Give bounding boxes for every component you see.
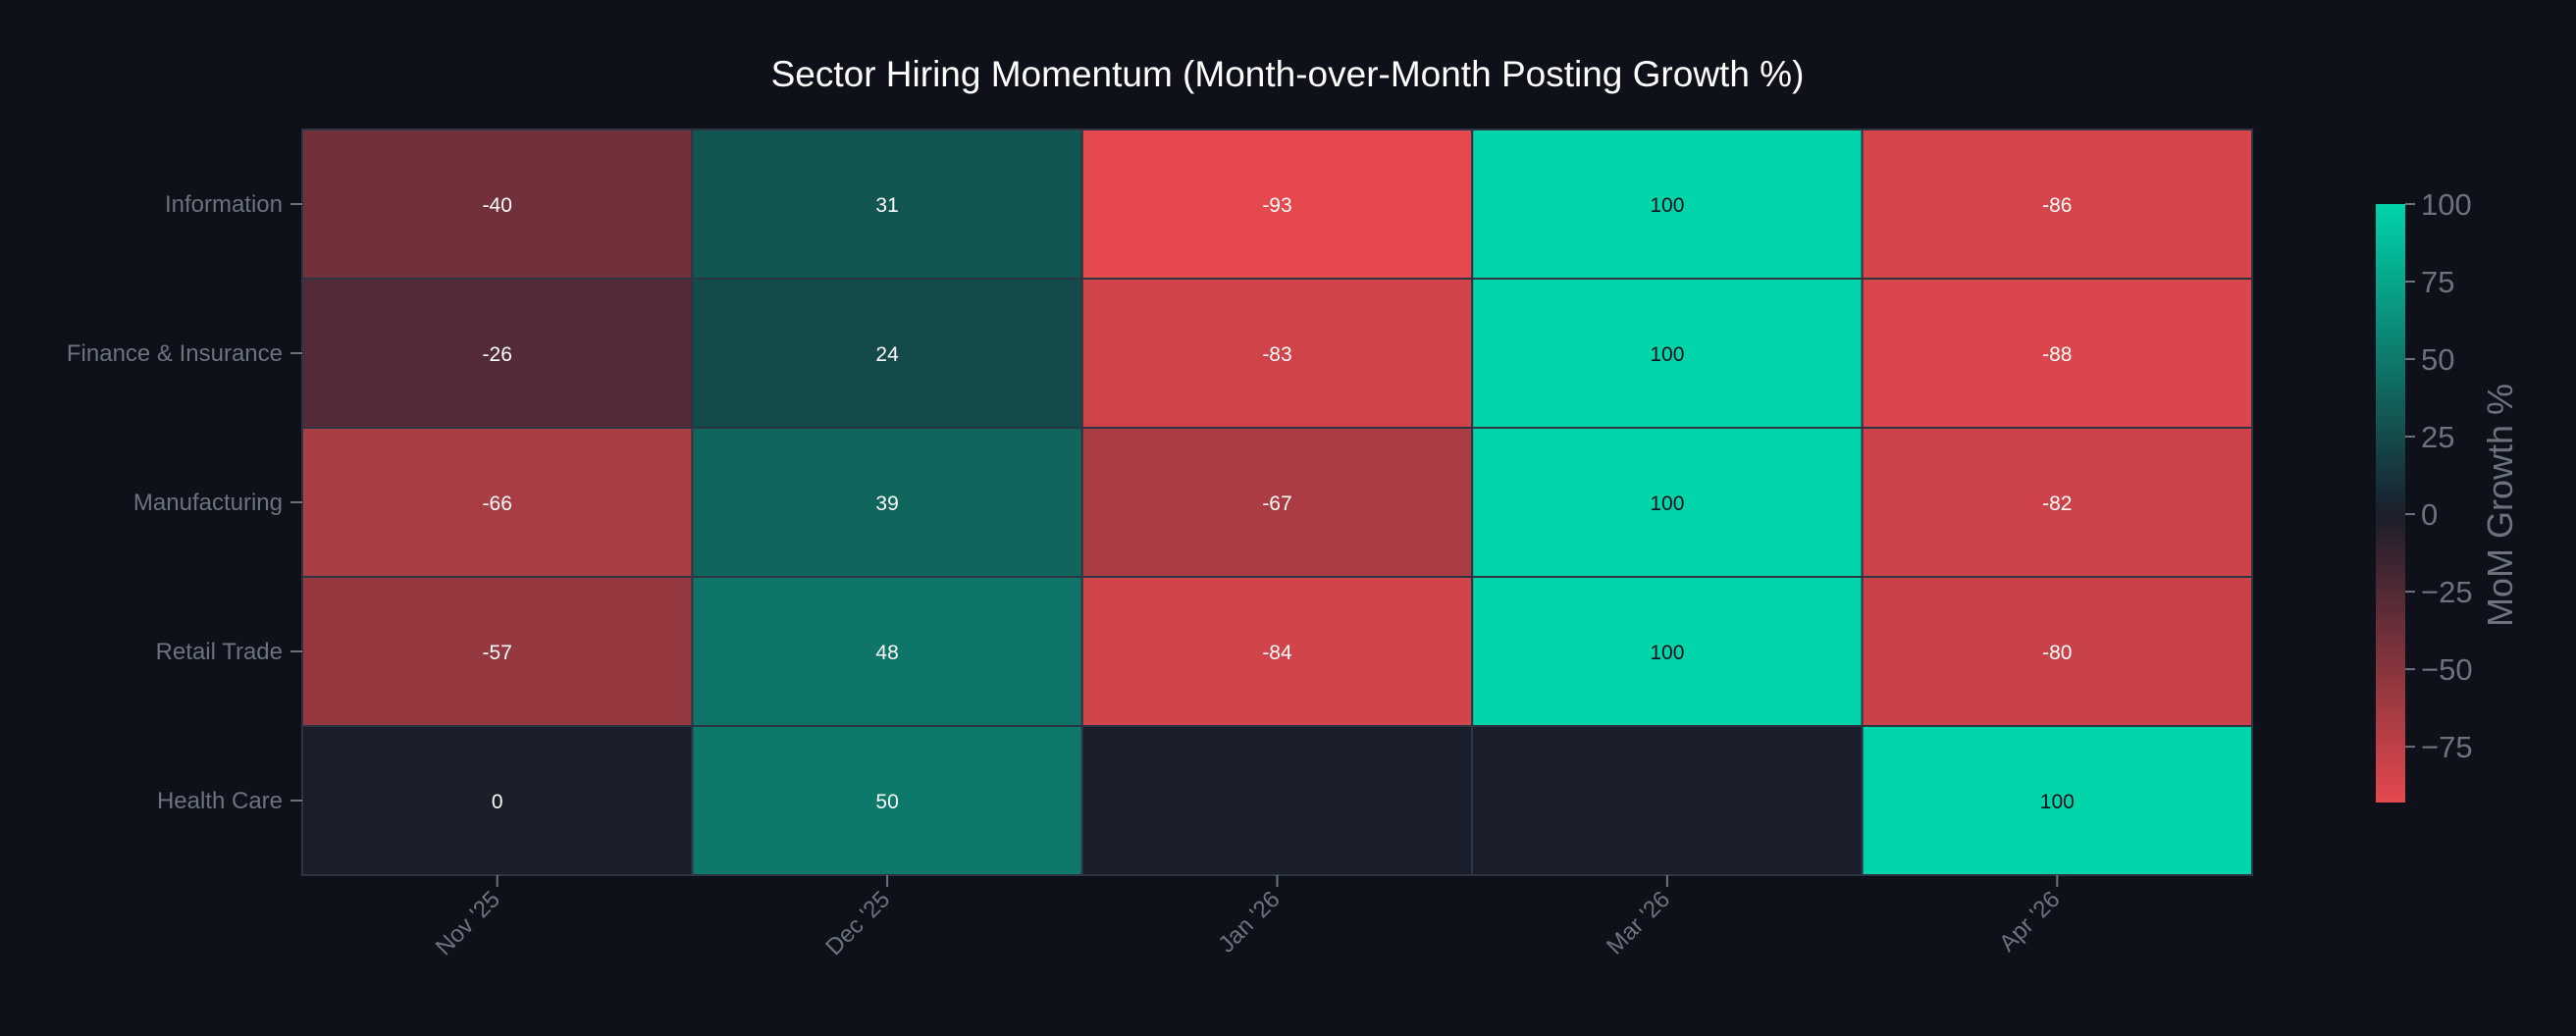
heatmap-cell (691, 427, 1083, 578)
heatmap-cells (301, 129, 2253, 876)
colorbar: 100 75 50 25 0 −25 −50 −75 MoM Growth % (2376, 187, 2520, 803)
cell-value-label: -82 (2042, 492, 2072, 515)
colorbar-tick-label: −25 (2421, 575, 2473, 609)
heatmap-cell (1861, 427, 2253, 578)
cell-value-label: 0 (492, 791, 503, 813)
x-tick-label-dec-25: Dec '25 (820, 886, 895, 960)
heatmap-cell (1861, 725, 2253, 876)
x-tick-label-mar-26: Mar '26 (1602, 886, 1675, 959)
colorbar-tick-label: 25 (2421, 420, 2454, 454)
x-axis: Nov '25 Dec '25 Jan '26 Mar '26 Apr '26 (431, 875, 2066, 960)
heatmap-cell (1471, 576, 1864, 727)
cell-value-label: -40 (483, 194, 512, 217)
x-tick-label-apr-26: Apr '26 (1994, 886, 2065, 957)
cell-value-label: 48 (875, 642, 898, 664)
cell-value-label: -26 (483, 343, 512, 366)
cell-value-label: 100 (2040, 791, 2075, 813)
cell-value-label: -66 (483, 492, 512, 515)
y-tick-label-information: Information (165, 191, 283, 218)
cell-value-label: -86 (2042, 194, 2072, 217)
cell-value-label: -57 (483, 642, 512, 664)
heatmap-cell (1080, 427, 1474, 578)
cell-labels: -40 31 -93 100 -86 -26 24 -83 100 -88 -66 39 -67 100 -… (483, 194, 2075, 813)
heatmap-cell (691, 129, 1083, 280)
heatmap-cell (301, 278, 694, 429)
heatmap-cell (1471, 725, 1864, 876)
chart-title: Sector Hiring Momentum (Month-over-Month… (771, 54, 1805, 94)
heatmap-cell (1861, 129, 2253, 280)
cell-value-label: -67 (1262, 492, 1291, 515)
heatmap-cell (1861, 278, 2253, 429)
colorbar-label: MoM Growth % (2480, 384, 2520, 627)
heatmap-cell (1861, 576, 2253, 727)
x-tick-label-jan-26: Jan '26 (1213, 886, 1285, 958)
heatmap-cell (1080, 129, 1474, 280)
cell-value-label: 39 (875, 492, 898, 515)
cell-value-label: 100 (1650, 343, 1684, 366)
y-tick-label-health-care: Health Care (157, 788, 283, 814)
cell-value-label: -93 (1262, 194, 1291, 217)
cell-value-label: 24 (875, 343, 899, 366)
cell-value-label: 50 (875, 791, 898, 813)
cell-value-label: -84 (1262, 642, 1292, 664)
colorbar-tick-label: −50 (2421, 652, 2473, 687)
y-axis: Information Finance & Insurance Manufactur… (67, 191, 302, 814)
heatmap-cell (301, 725, 694, 876)
cell-value-label: -83 (1262, 343, 1291, 366)
heatmap-cell (691, 725, 1083, 876)
colorbar-tick-label: 75 (2421, 265, 2454, 299)
colorbar-tick-label: 0 (2421, 497, 2438, 532)
colorbar-gradient (2376, 204, 2405, 803)
heatmap-cell (301, 129, 694, 280)
cell-value-label: 100 (1650, 194, 1684, 217)
cell-value-label: -88 (2042, 343, 2072, 366)
cell-value-label: 100 (1650, 492, 1684, 515)
y-tick-label-retail-trade: Retail Trade (156, 639, 283, 665)
colorbar-tick-label: 50 (2421, 342, 2454, 377)
colorbar-tick-label: 100 (2421, 187, 2472, 222)
x-tick-label-nov-25: Nov '25 (431, 886, 505, 960)
cell-value-label: 100 (1650, 642, 1684, 664)
cell-value-label: 31 (875, 194, 898, 217)
y-tick-label-finance-insurance: Finance & Insurance (67, 340, 283, 367)
colorbar-tick-label: −75 (2421, 730, 2473, 764)
cell-value-label: -80 (2042, 642, 2072, 664)
heatmap-cell (1471, 129, 1864, 280)
heatmap-cell (1080, 576, 1474, 727)
heatmap-cell (1080, 725, 1474, 876)
y-tick-label-manufacturing: Manufacturing (133, 490, 283, 516)
heatmap-cell (691, 576, 1083, 727)
heatmap-cell (1471, 427, 1864, 578)
heatmap-cell (1080, 278, 1474, 429)
